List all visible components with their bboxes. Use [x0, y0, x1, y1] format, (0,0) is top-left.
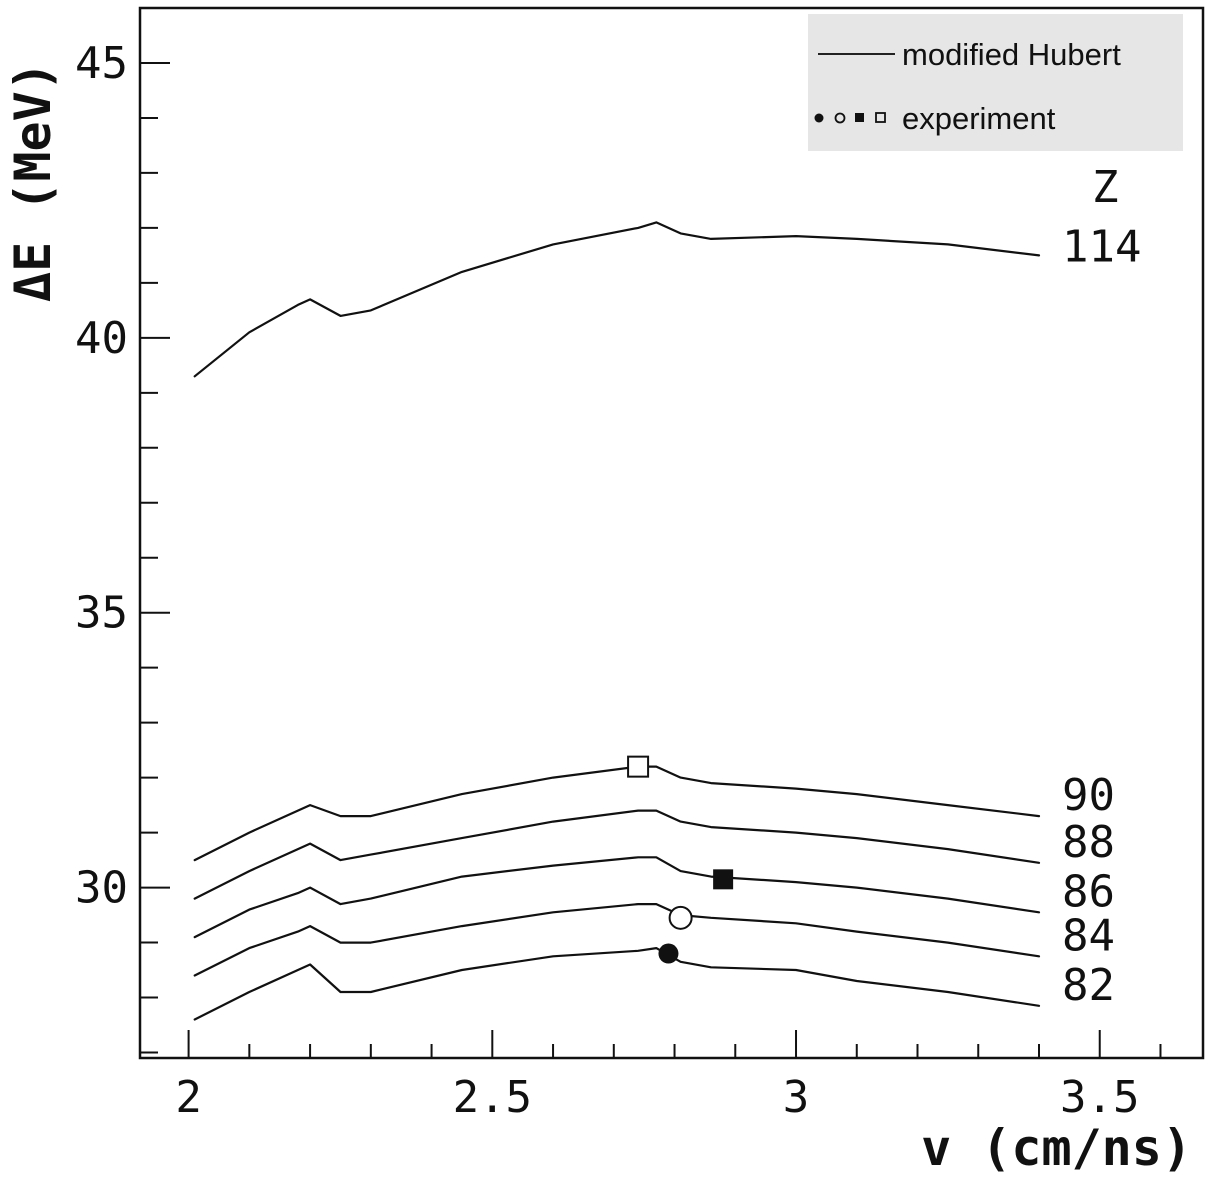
y-tick-label: 40: [75, 313, 128, 364]
y-tick-label: 35: [75, 588, 128, 639]
experiment-point-z84: [668, 905, 693, 930]
series-line-z114: [193, 221, 1041, 378]
legend-item-experiment: experiment: [902, 101, 1056, 136]
y-tick-label: 30: [75, 863, 128, 914]
legend-experiment-markers-icon: [814, 112, 886, 124]
series-line-z88: [193, 809, 1041, 900]
series-lines: [193, 221, 1041, 1021]
x-axis-title: v (cm/ns): [921, 1119, 1192, 1177]
x-tick-label: 2.5: [453, 1072, 532, 1123]
y-axis-ticks: 30 35 40 45: [75, 7, 170, 1054]
legend-box: [808, 14, 1183, 151]
legend-item-model: modified Hubert: [902, 37, 1121, 72]
series-line-z84: [193, 902, 1041, 977]
series-line-z90: [193, 765, 1041, 862]
x-tick-label: 2: [175, 1072, 202, 1123]
series-label-z90: 90: [1062, 770, 1115, 821]
experiment-point-z90: [627, 755, 650, 778]
experiment-points: [627, 755, 734, 964]
experiment-point-z82: [658, 943, 679, 964]
x-tick-label: 3.5: [1060, 1072, 1139, 1123]
y-tick-label: 45: [75, 38, 128, 89]
series-label-z88: 88: [1062, 817, 1115, 868]
x-axis-ticks: 2 2.5 3 3.5: [175, 1030, 1162, 1123]
y-axis-title: ΔE (MeV): [4, 61, 62, 302]
legend: modified Hubert experiment: [808, 14, 1183, 151]
plot-frame: [138, 6, 1205, 1060]
series-label-z82: 82: [1062, 960, 1115, 1011]
series-line-z82: [193, 946, 1041, 1021]
series-label-z84: 84: [1062, 910, 1115, 961]
series-label-z114: 114: [1062, 221, 1141, 272]
series-label-z86: 86: [1062, 866, 1115, 917]
experiment-point-z86: [713, 869, 734, 890]
series-label-title: Z: [1092, 162, 1119, 213]
series-line-z86: [193, 856, 1041, 939]
x-tick-label: 3: [783, 1072, 810, 1123]
